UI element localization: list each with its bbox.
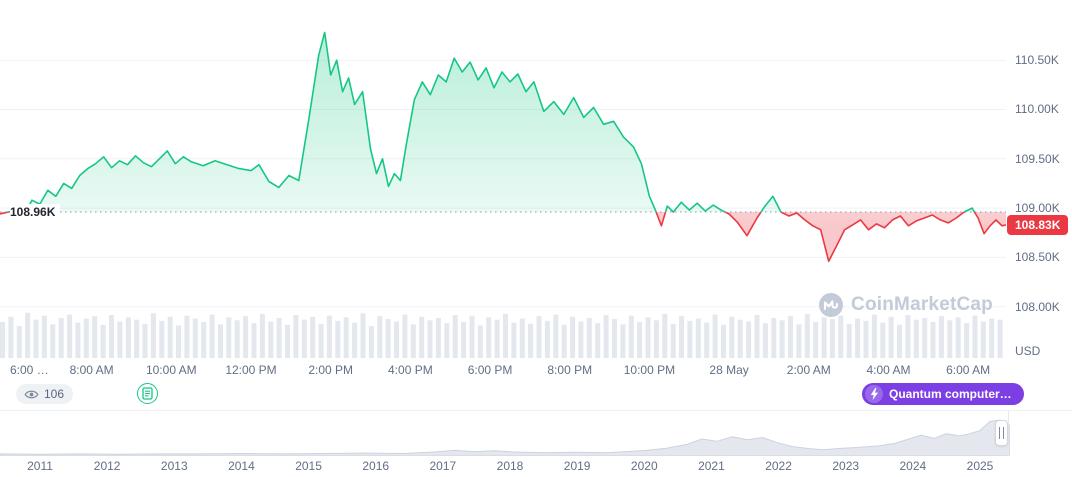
quantum-news-pill[interactable]: Quantum computer…: [862, 383, 1024, 405]
x-tick-label: 28 May: [709, 363, 749, 377]
coinmarketcap-watermark: CoinMarketCap: [818, 292, 993, 318]
y-tick-label: 108.00K: [1015, 299, 1060, 314]
year-label: 2012: [93, 459, 121, 473]
year-label: 2011: [27, 459, 53, 473]
x-tick-label: 10:00 AM: [145, 363, 197, 377]
watermark-text: CoinMarketCap: [851, 294, 993, 315]
year-label: 2017: [429, 459, 457, 473]
y-axis-unit-label: USD: [1015, 344, 1041, 358]
x-tick-label: 2:00 PM: [308, 363, 354, 377]
coinmarketcap-logo-icon: [818, 292, 844, 318]
x-tick-label: 6:00 PM: [467, 363, 513, 377]
quantum-news-label: Quantum computer…: [889, 387, 1012, 401]
y-tick-label: 109.00K: [1015, 201, 1060, 216]
x-tick-label: 12:00 PM: [225, 363, 277, 377]
year-label: 2018: [496, 459, 524, 473]
watchers-pill[interactable]: 106: [16, 384, 74, 404]
history-minimap[interactable]: [0, 410, 1072, 456]
x-tick-label: 6:00 AM: [946, 363, 991, 377]
annotations-row: 106 Quantum computer…: [0, 382, 1072, 410]
year-label: 2019: [563, 459, 591, 473]
news-annotation-marker[interactable]: [137, 383, 158, 404]
minimap-area-svg[interactable]: [0, 415, 1010, 456]
year-label: 2022: [765, 459, 792, 473]
y-axis: 110.50K 110.00K 109.50K 109.00K 108.50K 108.0…: [1006, 0, 1072, 358]
price-chart-svg[interactable]: [0, 0, 1006, 358]
x-tick-label: 4:00 PM: [388, 363, 433, 377]
x-tick-label: 10:00 PM: [623, 363, 676, 377]
x-tick-label: 8:00 AM: [69, 363, 114, 377]
year-axis: 2011 2012 2013 2014 2015 2016 2017 2018 2019 2020…: [0, 455, 1072, 477]
x-tick-label: 6:00 …: [10, 363, 49, 377]
year-label: 2023: [832, 459, 860, 473]
x-tick-label: 8:00 PM: [547, 363, 593, 377]
minimap-right-edge: [1008, 411, 1009, 456]
watchers-count: 106: [44, 387, 65, 401]
x-axis: 6:00 … 8:00 AM 10:00 AM 12:00 PM 2:00 PM 4:00…: [0, 358, 1006, 382]
y-tick-label: 110.50K: [1015, 53, 1059, 68]
year-label: 2025: [966, 459, 994, 473]
current-price-badge: 108.83K: [1007, 214, 1069, 235]
year-label: 2014: [228, 459, 255, 473]
y-tick-label: 109.50K: [1015, 151, 1060, 166]
minimap-scrubber-handle[interactable]: [995, 420, 1008, 446]
lightning-icon: [865, 385, 883, 403]
baseline-price-label: 108.96K: [10, 204, 61, 221]
y-tick-label: 110.00K: [1015, 102, 1059, 117]
year-label: 2013: [160, 459, 188, 473]
year-label: 2021: [698, 459, 725, 473]
price-chart-panel: 108.96K 108.83K CoinMarketCap 110.50K 110…: [0, 0, 1072, 358]
x-tick-label: 4:00 AM: [866, 363, 911, 377]
eye-icon: [24, 389, 39, 400]
year-label: 2020: [630, 459, 658, 473]
document-icon: [142, 387, 153, 400]
year-label: 2016: [362, 459, 390, 473]
x-tick-label: 2:00 AM: [786, 363, 831, 377]
year-label: 2015: [295, 459, 322, 473]
y-tick-label: 108.50K: [1015, 250, 1060, 265]
year-label: 2024: [899, 459, 927, 473]
